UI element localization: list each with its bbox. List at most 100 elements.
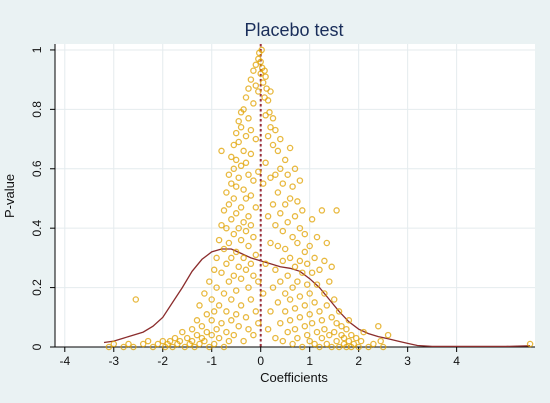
scatter-point — [232, 210, 240, 217]
scatter-point — [210, 340, 218, 348]
scatter-point — [203, 328, 211, 336]
scatter-point — [330, 296, 338, 303]
scatter-point — [306, 290, 313, 297]
scatter-point — [130, 343, 137, 351]
scatter-point — [247, 76, 255, 83]
scatter-point — [299, 207, 306, 214]
scatter-point — [308, 269, 316, 276]
scatter-point — [296, 293, 304, 300]
x-tick-label: -3 — [108, 354, 119, 368]
scatter-point — [225, 337, 233, 345]
scatter-point — [235, 224, 242, 232]
scatter-point — [289, 340, 296, 348]
scatter-point — [223, 189, 230, 196]
scatter-point — [286, 144, 294, 152]
scatter-point — [213, 254, 220, 262]
scatter-point — [235, 117, 242, 125]
scatter-point — [228, 254, 235, 262]
scatter-point — [316, 343, 323, 351]
scatter-point — [132, 296, 140, 303]
scatter-point — [267, 239, 274, 247]
scatter-point — [284, 171, 291, 178]
scatter-point — [291, 263, 299, 271]
scatter-point — [230, 165, 238, 173]
scatter-point — [247, 296, 255, 303]
scatter-point — [262, 260, 269, 268]
scatter-point — [225, 201, 233, 208]
scatter-point — [267, 123, 274, 131]
scatter-point — [311, 254, 318, 262]
scatter-point — [206, 278, 213, 285]
y-tick-label: 0.6 — [30, 160, 44, 177]
scatter-point — [335, 308, 343, 315]
scatter-point — [169, 343, 176, 351]
scatter-point — [257, 58, 264, 66]
scatter-point — [321, 325, 328, 333]
scatter-point — [316, 308, 323, 315]
scatter-point — [183, 334, 191, 342]
scatter-point — [262, 159, 269, 167]
scatter-point — [232, 248, 240, 256]
scatter-point — [303, 281, 311, 288]
scatter-point — [318, 334, 326, 342]
scatter-point — [188, 325, 196, 333]
scatter-point — [277, 210, 284, 217]
scatter-point — [272, 126, 279, 134]
scatter-point — [267, 88, 274, 95]
scatter-point — [240, 147, 247, 155]
scatter-point — [264, 213, 272, 220]
scatter-point — [245, 242, 252, 250]
scatter-point — [247, 150, 255, 158]
scatter-point — [250, 177, 257, 184]
scatter-point — [228, 296, 235, 303]
scatter-point — [291, 165, 299, 173]
x-tick-label: -4 — [59, 354, 70, 368]
scatter-point — [250, 331, 257, 339]
scatter-point — [303, 260, 311, 268]
scatter-point — [375, 322, 382, 330]
scatter-point — [235, 138, 242, 146]
scatter-point — [191, 343, 198, 351]
scatter-point — [286, 296, 294, 303]
scatter-point — [240, 186, 247, 193]
scatter-point — [245, 115, 252, 122]
scatter-point — [235, 263, 242, 271]
scatter-point — [225, 171, 233, 178]
scatter-point — [210, 266, 218, 274]
scatter-point — [218, 269, 225, 276]
scatter-point — [269, 141, 277, 149]
scatter-point — [289, 284, 296, 291]
scatter-point — [252, 204, 260, 211]
scatter-point — [149, 343, 157, 351]
scatter-point — [318, 207, 326, 214]
scatter-point — [220, 207, 228, 214]
scatter-point — [365, 343, 372, 351]
scatter-point — [225, 278, 233, 285]
scatter-point — [348, 331, 355, 339]
x-tick-label: 3 — [404, 354, 411, 368]
scatter-point — [294, 239, 301, 247]
scatter-point — [125, 340, 132, 348]
scatter-point — [274, 147, 282, 155]
scatter-point — [301, 248, 309, 256]
scatter-point — [299, 269, 306, 276]
scatter-point — [323, 340, 331, 348]
scatter-point — [218, 221, 225, 229]
scatter-point — [154, 340, 162, 348]
scatter-point — [176, 337, 184, 345]
scatter-point — [357, 337, 365, 345]
scatter-point — [196, 302, 203, 309]
scatter-point — [264, 325, 272, 333]
scatter-point — [274, 242, 282, 250]
scatter-point — [286, 254, 294, 262]
scatter-point — [255, 168, 262, 175]
scatter-point — [269, 115, 277, 122]
scatter-point — [311, 299, 318, 306]
scatter-point — [255, 88, 262, 95]
scatter-point — [230, 230, 238, 238]
scatter-point — [232, 156, 240, 164]
plot-background — [55, 44, 535, 347]
scatter-point — [240, 254, 247, 262]
y-tick-label: 0.2 — [30, 279, 44, 296]
